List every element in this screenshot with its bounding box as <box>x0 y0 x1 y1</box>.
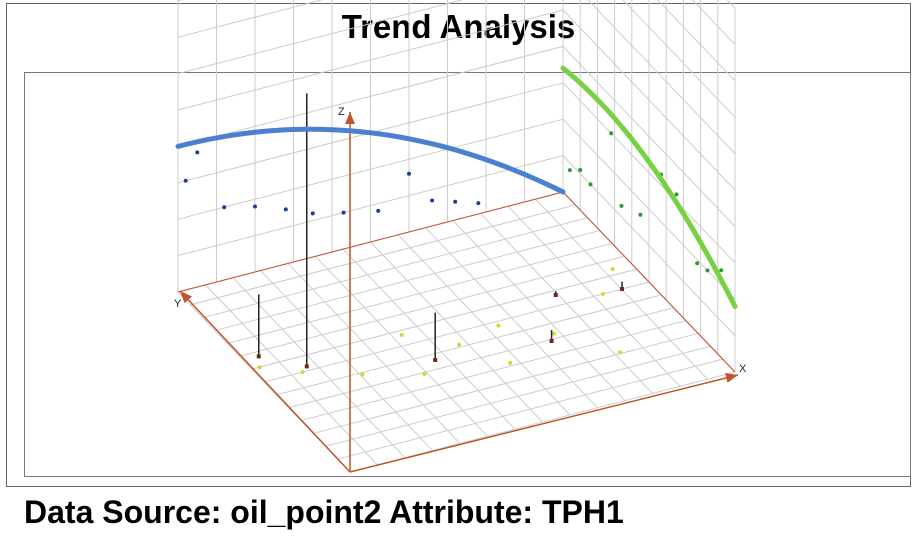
yz-projection-point <box>674 192 679 197</box>
floor-gridline <box>397 234 571 416</box>
xz-wall-gridline-horizontal <box>177 0 464 75</box>
floor-gridline <box>239 255 625 357</box>
xz-projection-point <box>407 171 411 176</box>
floor-gridline <box>202 217 588 319</box>
xz-trend-curve <box>175 126 566 195</box>
xy-projection-point <box>457 342 462 347</box>
x-axis-head <box>725 373 738 383</box>
floor-gridline <box>214 230 600 332</box>
z-axis-label: Z <box>338 106 345 118</box>
xy-projection-point <box>257 365 262 370</box>
xz-projection-point <box>253 204 257 209</box>
sample-base <box>304 364 309 369</box>
yz-projection-point <box>609 131 614 136</box>
xy-projection-point <box>552 331 557 336</box>
yz-wall-gridline-horizontal <box>657 0 736 82</box>
xy-projection-point <box>496 323 501 328</box>
sample-base <box>553 293 558 297</box>
yz-projection-point <box>567 168 572 173</box>
xy-projection-point <box>422 372 427 376</box>
xz-projection-point <box>341 210 346 215</box>
xz-projection-point <box>283 207 288 212</box>
xy-projection-point <box>300 370 305 374</box>
xz-projection-point <box>310 211 315 216</box>
yz-projection-point <box>619 203 624 208</box>
x-axis-label: X <box>739 363 747 375</box>
y-axis-label: Y <box>174 298 182 310</box>
data-source-caption: Data Source: oil_point2 Attribute: TPH1 <box>24 494 624 530</box>
floor-gridline <box>452 220 626 401</box>
xy-projection-point <box>399 333 404 337</box>
y-axis <box>179 290 351 473</box>
floor-gridline <box>263 281 650 383</box>
sample-base <box>256 354 261 359</box>
xz-projection-point <box>222 205 227 210</box>
floor-gridline <box>227 242 613 344</box>
yz-wall-gridline-horizontal <box>691 0 736 45</box>
y-axis-head <box>180 291 192 304</box>
z-axis-head <box>345 112 355 124</box>
sample-base <box>549 339 554 343</box>
floor-gridline <box>507 205 681 387</box>
sample-base <box>433 358 438 362</box>
x-axis <box>349 374 739 473</box>
yz-projection-point <box>638 212 643 217</box>
xz-projection-point <box>476 201 481 206</box>
yz-projection-point <box>719 268 724 273</box>
floor-gridline <box>251 268 637 370</box>
floor-edge <box>562 191 736 373</box>
xy-projection-point <box>600 292 605 296</box>
xy-projection-point <box>360 372 365 377</box>
chart-title: Trend Analysis <box>341 8 576 45</box>
sample-base <box>620 287 625 291</box>
xy-projection-point <box>618 350 623 355</box>
yz-projection-point <box>578 167 583 172</box>
xz-projection-point <box>183 178 188 183</box>
floor-gridline <box>480 213 653 394</box>
xz-projection-point <box>376 208 381 213</box>
xz-wall-gridline-horizontal <box>177 9 564 111</box>
yz-wall-gridline-horizontal <box>587 0 736 154</box>
yz-wall-gridline-horizontal <box>562 9 736 191</box>
xz-projection-point <box>195 150 200 155</box>
xz-projection-point <box>430 198 435 203</box>
floor-gridline <box>425 227 598 409</box>
yz-projection-point <box>588 182 593 187</box>
floor-gridline <box>190 204 576 306</box>
xz-projection-point <box>453 199 458 204</box>
xz-wall-gridline-horizontal <box>177 0 324 38</box>
yz-trend-curve <box>560 65 738 309</box>
floor-edge <box>177 191 564 293</box>
xy-projection-point <box>508 361 513 365</box>
yz-wall-gridline-horizontal <box>622 0 736 118</box>
yz-projection-point <box>705 268 710 273</box>
yz-projection-point <box>695 261 700 266</box>
xy-projection-point <box>610 267 615 271</box>
